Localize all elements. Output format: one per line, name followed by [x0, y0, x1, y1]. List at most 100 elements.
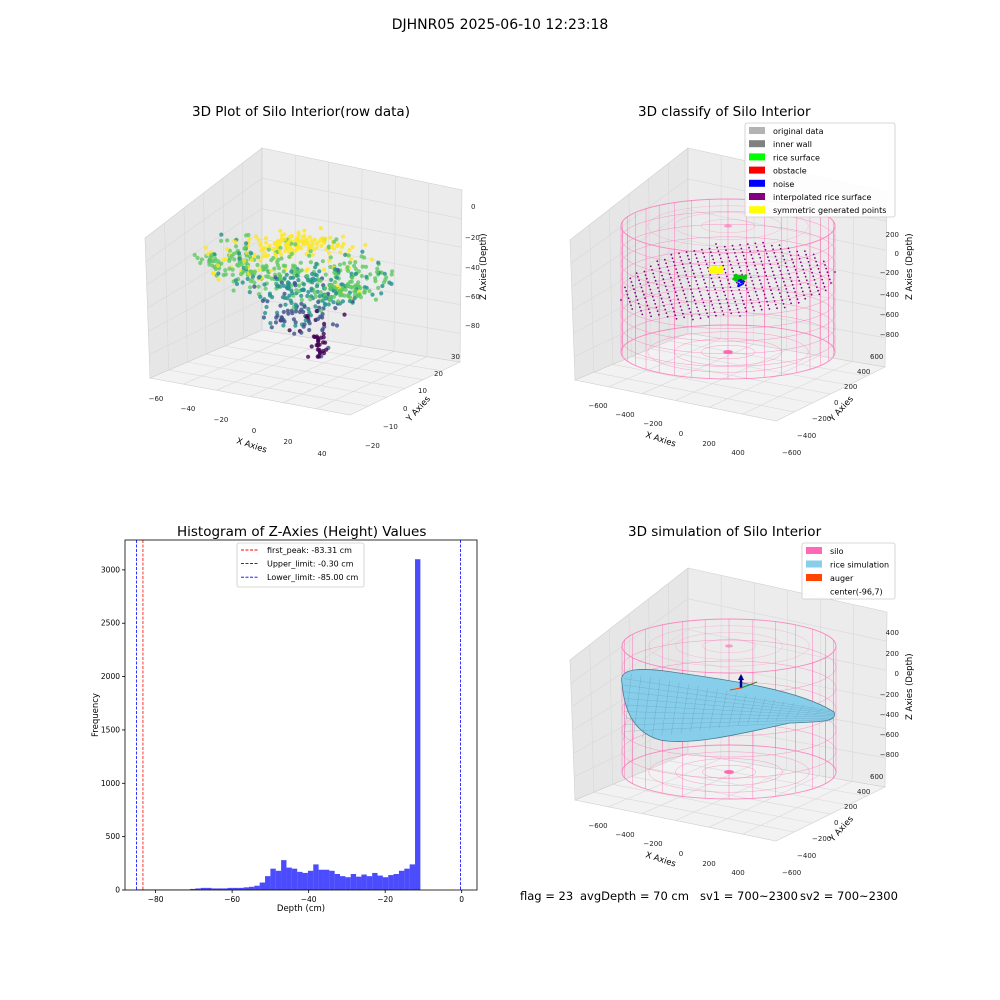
scatter-point	[320, 298, 325, 303]
interpolated-point	[711, 254, 713, 257]
scatter-point	[305, 274, 310, 279]
scatter-point	[369, 257, 375, 262]
y-tick-label: 500	[106, 832, 121, 841]
scatter-point	[334, 237, 339, 242]
scatter-point	[282, 291, 287, 296]
interpolated-point	[725, 249, 727, 252]
panel4-3d-axes: −600 −400 −200 0 200 400 −600 −400 −200 …	[569, 567, 915, 877]
silo-roof-ring	[675, 632, 783, 660]
interpolated-point	[666, 289, 668, 291]
scatter-point	[357, 284, 362, 290]
interpolated-point	[692, 295, 695, 298]
interpolated-point	[735, 281, 738, 284]
scatter-point	[328, 235, 333, 240]
interpolated-point	[806, 257, 809, 260]
scatter-point	[231, 288, 236, 293]
scatter-point	[269, 268, 274, 273]
scatter-point	[211, 271, 216, 276]
interpolated-point	[703, 278, 705, 281]
scatter-point	[334, 275, 339, 280]
rice-mesh-line	[795, 704, 804, 718]
interpolated-point	[753, 309, 755, 312]
silo-ring	[620, 198, 836, 254]
interpolated-point	[760, 308, 763, 311]
scatter-point	[267, 243, 272, 248]
scatter-point	[294, 291, 299, 296]
interpolated-point	[713, 284, 715, 287]
histogram-bar	[281, 860, 287, 890]
interpolated-point	[821, 278, 823, 281]
interpolated-point	[794, 269, 797, 271]
interpolated-point	[823, 285, 826, 288]
scatter-point	[352, 296, 357, 301]
interpolated-point	[680, 259, 683, 262]
interpolated-point	[657, 263, 660, 266]
scatter-point	[379, 291, 384, 296]
scatter-point	[281, 283, 286, 288]
interpolated-point	[827, 274, 830, 277]
scatter-point	[364, 274, 369, 279]
scatter-point	[322, 301, 327, 306]
panel4-z-tick: −800	[880, 751, 899, 759]
panel4-y-tick: −600	[782, 869, 801, 877]
interpolated-point	[834, 271, 836, 273]
panel2-z-tick: −600	[880, 311, 899, 319]
interpolated-point	[777, 262, 779, 265]
rice-mesh-line	[623, 720, 835, 732]
interpolated-point	[661, 301, 664, 304]
scatter-point	[195, 255, 200, 261]
interpolated-point	[729, 308, 731, 311]
interpolated-point	[718, 276, 721, 279]
symmetric-point	[710, 271, 714, 274]
scatter-point	[264, 304, 269, 310]
scatter-point	[283, 263, 288, 268]
scatter-point	[314, 273, 319, 278]
panel4-y-tick: 400	[857, 788, 870, 796]
panel2-legend-frame	[744, 122, 896, 218]
scatter-point	[296, 244, 301, 249]
scatter-point	[293, 302, 298, 307]
scatter-point	[299, 293, 304, 298]
scatter-point	[253, 234, 259, 239]
interpolated-point	[668, 273, 671, 275]
silo-floor-ring	[701, 345, 755, 359]
scatter-point	[289, 300, 294, 305]
interpolated-point	[707, 266, 709, 269]
scatter-point	[257, 274, 262, 279]
interpolated-point	[674, 314, 677, 317]
panel1-title: 3D Plot of Silo Interior(row data)	[192, 104, 410, 120]
rice-mesh-line	[785, 703, 794, 720]
interpolated-point	[640, 286, 643, 289]
interpolated-point	[656, 310, 659, 312]
interpolated-point	[781, 299, 784, 302]
scatter-point	[302, 228, 307, 233]
interpolated-point	[771, 292, 774, 295]
silo-floor-ring	[675, 758, 783, 786]
scatter-point	[323, 293, 328, 298]
interpolated-point	[681, 263, 684, 266]
scatter-point	[249, 251, 254, 256]
interpolated-point	[773, 300, 776, 302]
legend-label: symmetric generated points	[773, 206, 886, 215]
scatter-point	[262, 250, 267, 255]
scatter-point	[239, 272, 244, 277]
scatter-point	[387, 280, 392, 285]
histogram-bar	[415, 559, 421, 890]
interpolated-point	[721, 287, 724, 290]
interpolated-point	[800, 287, 803, 289]
panel3-bars	[136, 559, 421, 890]
scatter-point	[256, 237, 261, 242]
scatter-point	[342, 261, 347, 266]
interpolated-point	[752, 261, 755, 263]
interpolated-point	[641, 290, 644, 292]
interpolated-point	[747, 269, 750, 271]
scatter-point	[318, 226, 323, 231]
interpolated-point	[676, 271, 679, 274]
interpolated-point	[762, 290, 765, 292]
interpolated-point	[810, 268, 812, 270]
interpolated-point	[626, 293, 629, 296]
interpolated-point	[768, 308, 771, 310]
interpolated-point	[816, 286, 818, 288]
scatter-point	[326, 302, 331, 307]
silo-roof-center	[725, 644, 733, 648]
